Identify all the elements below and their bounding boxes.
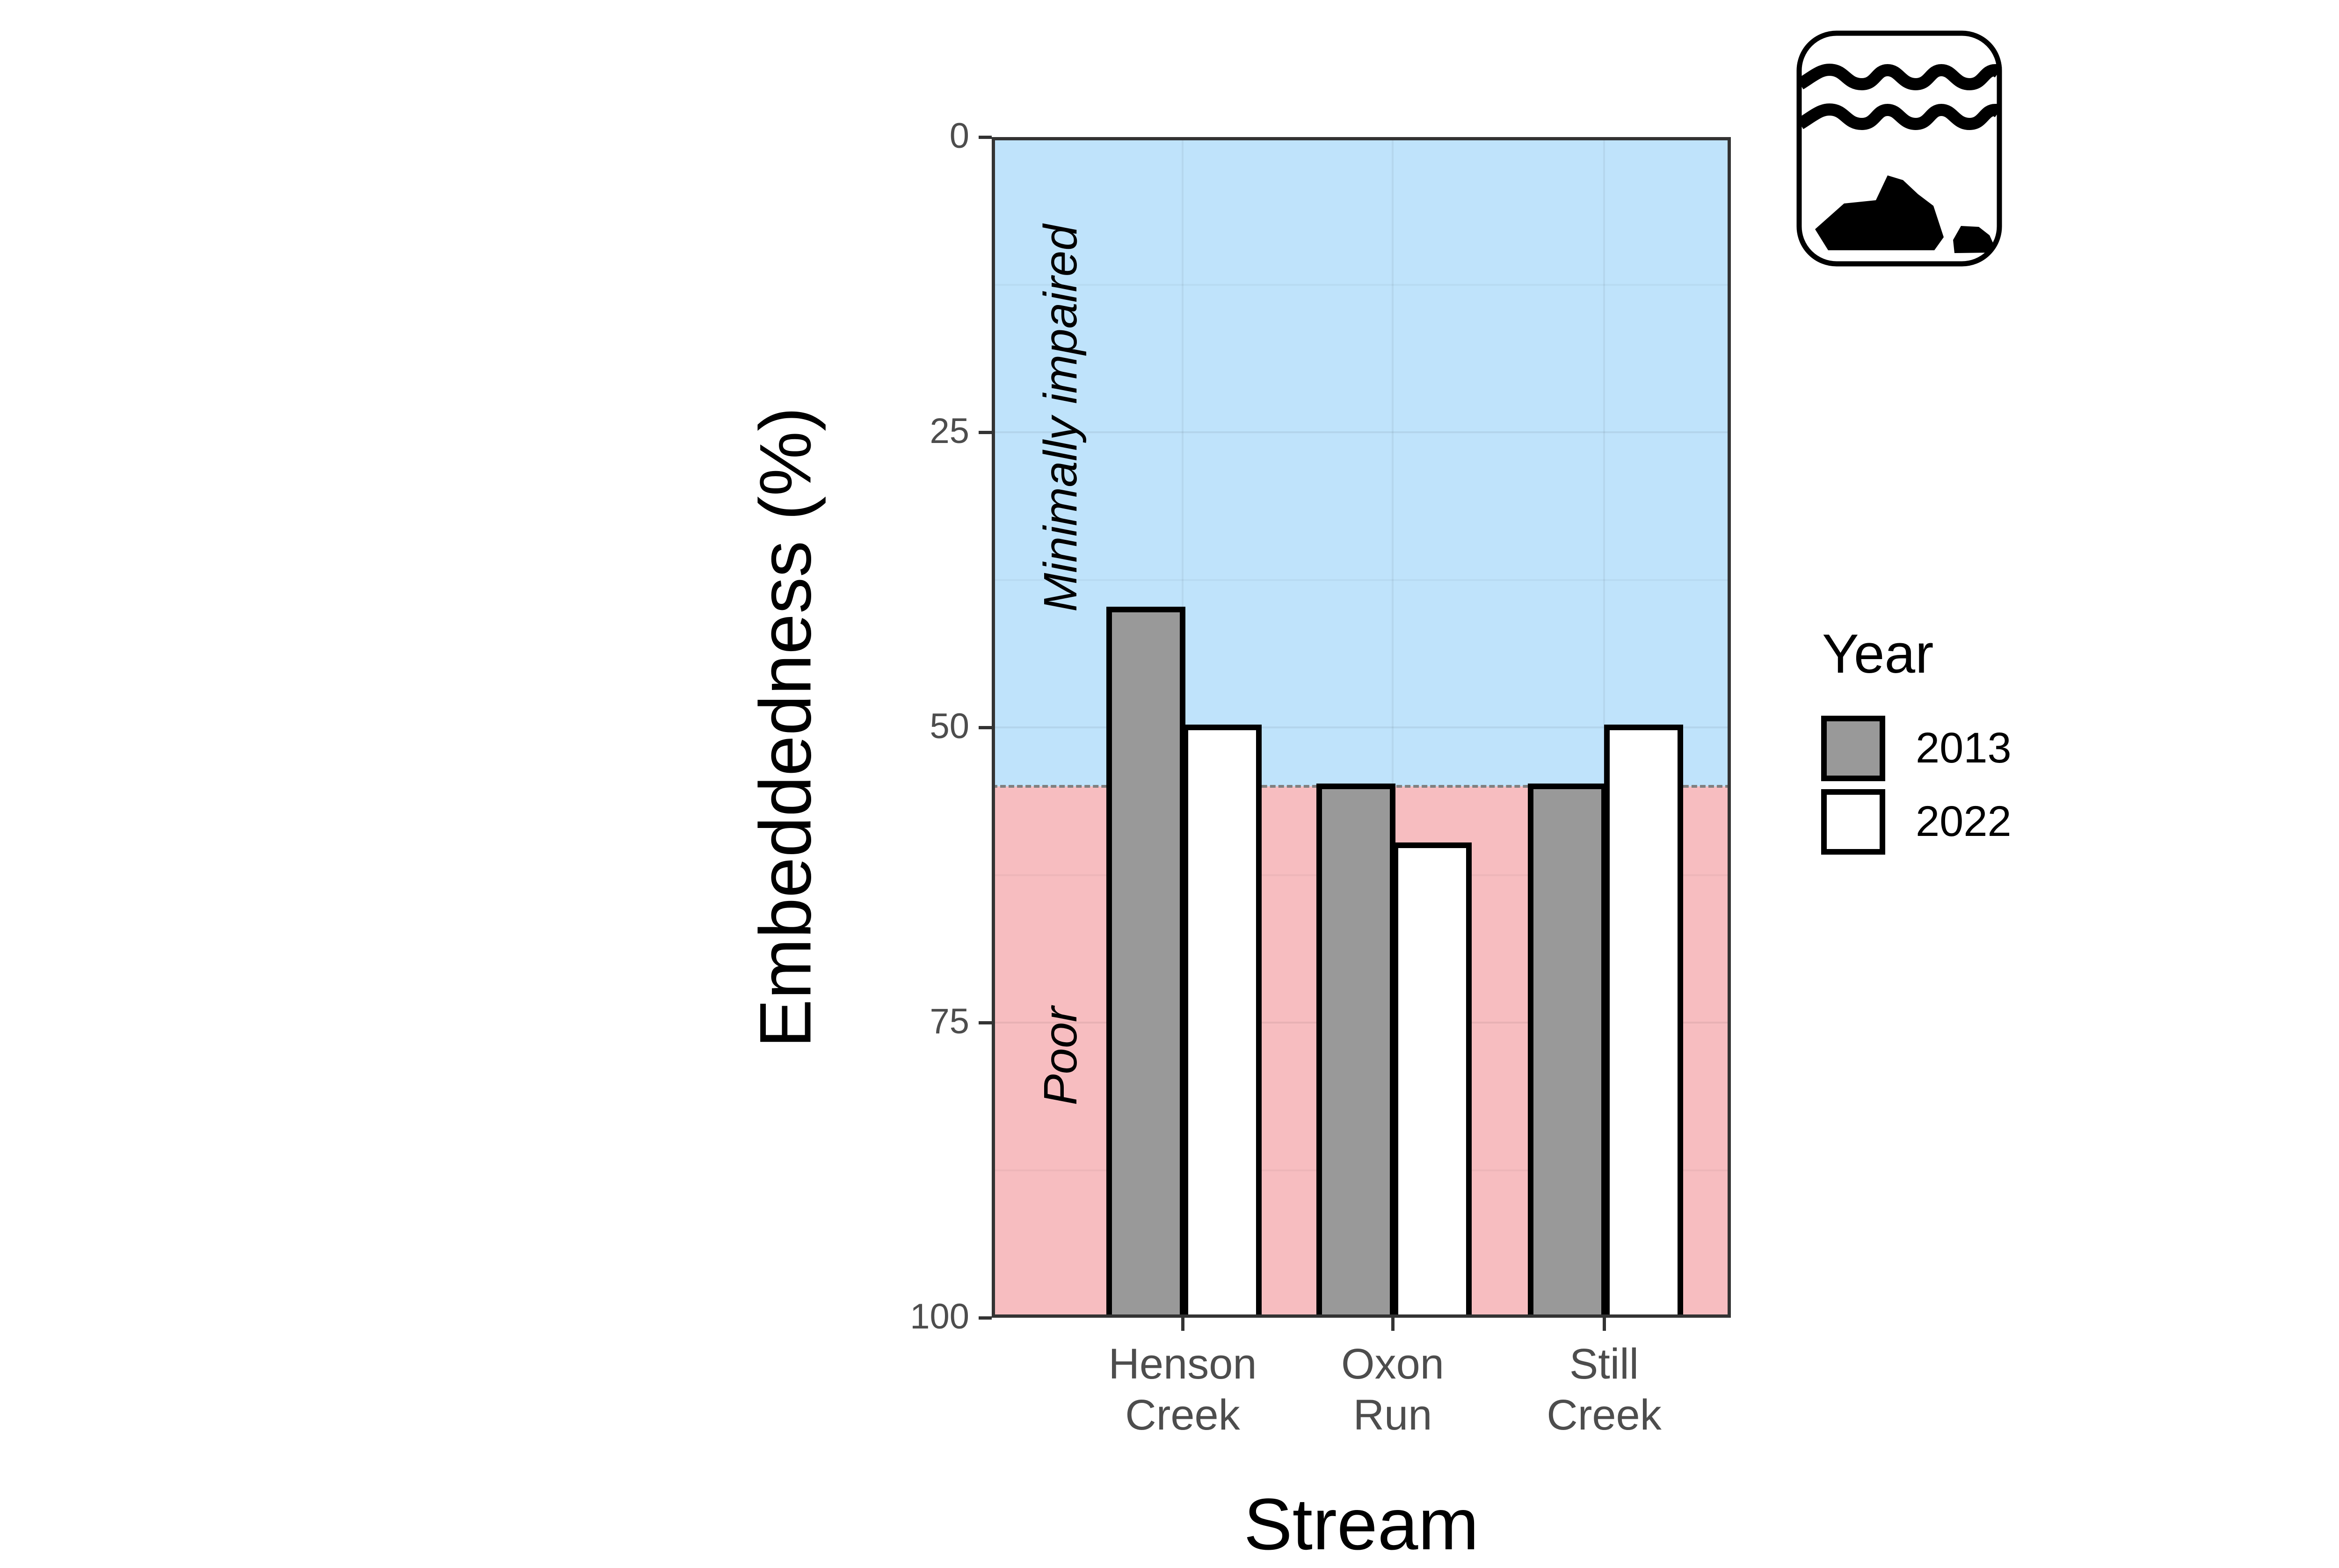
grid-line-horizontal [992,284,1731,286]
zone-label-minimally-impaired: Minimally impaired [1034,225,1087,612]
grid-line-horizontal [992,579,1731,581]
legend-swatch-2022 [1821,789,1885,855]
y-tick [979,1021,992,1024]
y-tick [979,726,992,729]
y-tick-label: 50 [930,706,969,746]
x-tick-label: Still Creek [1547,1340,1662,1439]
zone-minimally-impaired [992,137,1731,787]
y-tick-label: 0 [949,116,969,156]
bar-2013-henson-creek [1106,606,1185,1318]
y-tick-label: 100 [910,1297,969,1336]
y-tick [979,1316,992,1320]
x-tick [1603,1318,1606,1331]
grid-line-vertical [1392,137,1394,1318]
x-tick-label: Henson Creek [1108,1340,1257,1439]
bar-2013-oxon-run [1316,784,1395,1318]
y-tick-label: 75 [930,1002,969,1041]
bar-2022-henson-creek [1183,725,1262,1318]
y-axis-title: Embeddedness (%) [745,407,827,1048]
y-tick [979,431,992,434]
bar-2022-oxon-run [1393,842,1472,1318]
x-tick-label: Oxon Run [1341,1340,1444,1439]
grid-line-horizontal [992,726,1731,728]
x-tick [1181,1318,1184,1331]
zone-label-poor: Poor [1034,1006,1087,1105]
legend-title: Year [1822,623,1934,685]
legend-swatch-2013 [1821,716,1885,781]
grid-line-horizontal [992,137,1731,138]
x-axis-title: Stream [1243,1484,1479,1565]
grid-line-horizontal [992,431,1731,433]
y-tick [979,136,992,139]
y-tick-label: 25 [930,411,969,451]
stream-substrate-icon [1796,30,2002,267]
bar-2022-still-creek [1604,725,1683,1318]
plot-panel: Minimally impaired Poor [992,137,1731,1318]
legend-label-2013: 2013 [1916,724,2012,772]
x-tick [1391,1318,1395,1331]
legend-label-2022: 2022 [1916,798,2012,845]
bar-2013-still-creek [1528,784,1607,1318]
